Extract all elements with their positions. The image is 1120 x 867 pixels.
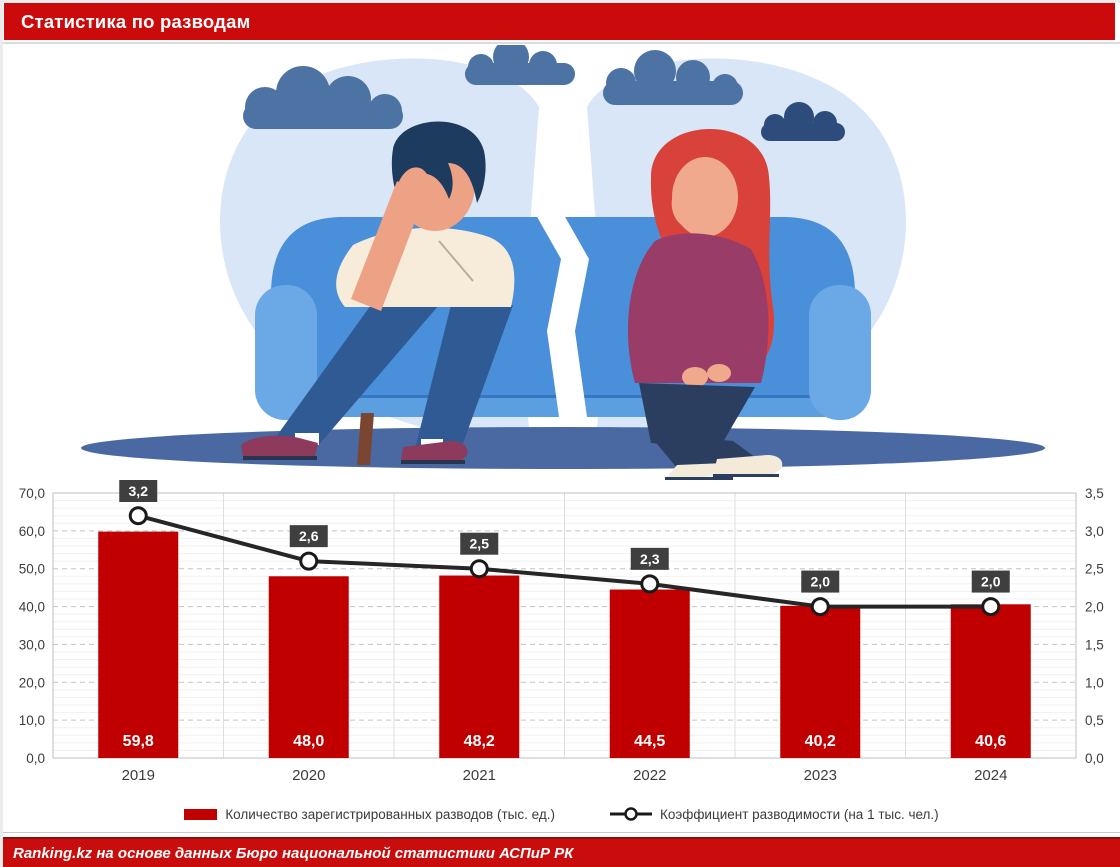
coefficient-label-box — [801, 570, 840, 593]
right-axis-tick: 1,5 — [1085, 637, 1104, 652]
left-axis-tick: 60,0 — [19, 524, 45, 539]
x-axis-label: 2019 — [122, 767, 155, 784]
crack-icon — [536, 145, 589, 417]
line-marker — [640, 574, 660, 594]
coefficient-label: 2,3 — [640, 551, 660, 567]
bar-2019 — [98, 531, 179, 758]
left-axis-tick: 0,0 — [26, 751, 45, 766]
coefficient-label-box — [630, 547, 669, 570]
line-marker — [810, 597, 830, 617]
line-marker — [128, 506, 148, 526]
x-axis-label: 2021 — [463, 767, 496, 784]
cloud-icon — [603, 50, 743, 105]
right-axis-tick: 3,5 — [1085, 486, 1104, 501]
bar-value-label: 59,8 — [123, 733, 154, 750]
line-marker — [299, 551, 319, 571]
bar-2024 — [950, 604, 1031, 758]
left-axis-tick: 10,0 — [19, 713, 45, 728]
x-axis-label: 2023 — [804, 767, 837, 784]
divorce-illustration — [3, 39, 1120, 480]
x-axis-label: 2022 — [633, 767, 666, 784]
line-marker — [981, 597, 1001, 617]
x-axis-label: 2024 — [974, 767, 1007, 784]
chart-canvas: 0,0 10,0 20,0 30,0 40,0 50,0 60,0 70,0 0,0 0,5 1,0… — [19, 480, 1104, 784]
bar-2022 — [609, 589, 690, 758]
coefficient-label: 2,6 — [299, 528, 319, 544]
left-axis-tick: 40,0 — [19, 600, 45, 615]
cloud-icon — [761, 102, 845, 141]
right-axis-tick: 1,0 — [1085, 675, 1104, 690]
chart-legend: Количество зарегистрированных разводов (… — [3, 799, 1120, 829]
right-axis-tick: 2,5 — [1085, 562, 1104, 577]
sad-woman-icon — [627, 128, 783, 480]
coefficient-label-box — [289, 525, 328, 548]
plot-border — [52, 492, 1077, 759]
source-text: Ranking.kz на основе данных Бюро национа… — [13, 844, 574, 862]
bar-2023 — [780, 605, 861, 758]
legend-item-divorces: Количество зарегистрированных разводов (… — [184, 807, 555, 822]
line-marker-icon — [609, 807, 652, 821]
left-axis-tick: 30,0 — [19, 637, 45, 652]
bar-value-label: 48,0 — [293, 733, 324, 750]
coefficient-label-box — [460, 532, 499, 555]
page-title: Статистика по разводам — [21, 10, 251, 32]
coefficient-label: 3,2 — [129, 483, 149, 499]
cloud-icon — [243, 66, 403, 129]
source-bar: Ranking.kz на основе данных Бюро национа… — [3, 837, 1120, 867]
illustration-canvas — [81, 39, 1045, 480]
bar-value-label: 40,6 — [975, 733, 1006, 750]
right-axis-tick: 0,5 — [1085, 713, 1104, 728]
cloud-icon — [465, 39, 575, 85]
coefficient-label: 2,5 — [470, 536, 490, 552]
right-axis-tick: 0,0 — [1085, 751, 1104, 766]
bar-2020 — [268, 576, 349, 758]
coefficient-label: 2,0 — [811, 574, 831, 590]
x-axis-label: 2020 — [292, 767, 325, 784]
bar-value-label: 40,2 — [805, 733, 836, 750]
header-bar: Статистика по разводам — [4, 3, 1115, 40]
sad-man-icon — [241, 121, 515, 464]
left-axis-tick: 70,0 — [19, 486, 45, 501]
coefficient-label: 2,0 — [981, 574, 1001, 590]
right-axis-tick: 2,0 — [1085, 600, 1104, 615]
bar-swatch-icon — [184, 808, 218, 820]
legend-label-coefficient: Коэффициент разводимости (на 1 тыс. чел.… — [659, 806, 939, 822]
bar-2021 — [439, 575, 520, 758]
left-axis-tick: 20,0 — [19, 675, 45, 690]
coefficient-label-box — [971, 570, 1010, 593]
right-axis-tick: 3,0 — [1085, 524, 1104, 539]
legend-label-divorces: Количество зарегистрированных разводов (… — [225, 806, 555, 822]
coefficient-label-box — [119, 480, 158, 502]
floor-shadow — [81, 427, 1045, 469]
divorce-chart: 0,0 10,0 20,0 30,0 40,0 50,0 60,0 70,0 0,0 0,5 1,0… — [3, 480, 1120, 795]
legend-item-coefficient: Коэффициент разводимости (на 1 тыс. чел.… — [609, 806, 939, 822]
bar-value-label: 48,2 — [464, 733, 495, 750]
bar-value-label: 44,5 — [634, 733, 665, 750]
footer-divider — [3, 832, 1120, 833]
coefficient-line — [137, 513, 991, 609]
header-divider — [3, 42, 1120, 44]
left-axis-tick: 50,0 — [19, 562, 45, 577]
line-marker — [469, 559, 489, 579]
